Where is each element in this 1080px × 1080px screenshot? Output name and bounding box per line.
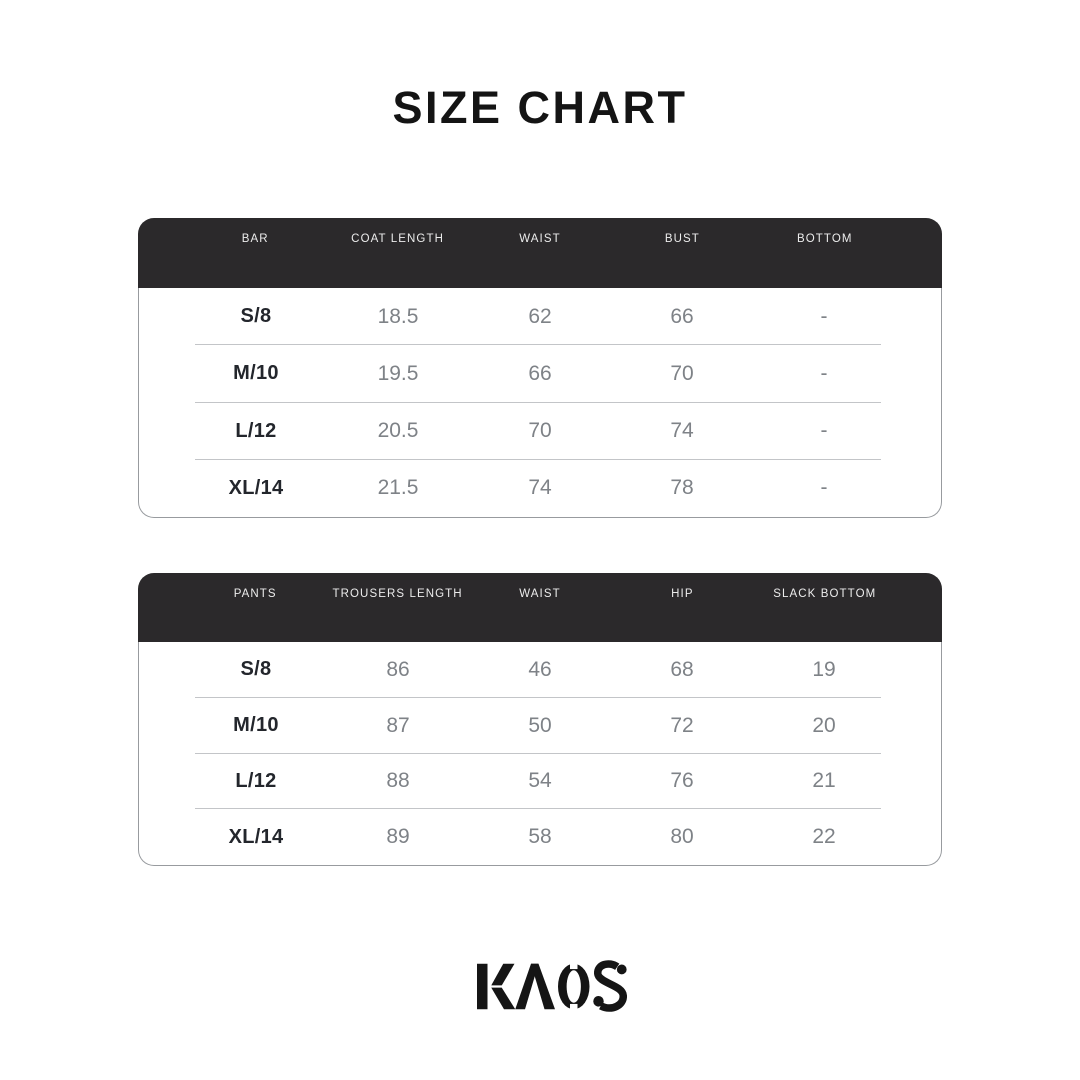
column-header-bottom: BOTTOM: [796, 233, 853, 245]
value-cell: 74: [670, 419, 694, 443]
value-cell: 62: [528, 304, 552, 328]
value-cell: 86: [386, 657, 410, 681]
table-row: S/8 86 46 68 19: [139, 642, 941, 698]
value-cell: 20: [812, 713, 836, 737]
value-cell: 70: [670, 361, 694, 385]
column-header-coat-length: COAT LENGTH: [351, 233, 444, 245]
value-cell: 80: [670, 825, 694, 849]
size-label: XL/14: [228, 476, 284, 499]
value-cell: 50: [528, 713, 552, 737]
value-cell: -: [820, 361, 828, 385]
value-cell: 54: [528, 769, 552, 793]
value-cell: 78: [670, 476, 694, 500]
column-header-trousers-length: TROUSERS LENGTH: [332, 588, 463, 600]
table-row: XL/14 89 58 80 22: [139, 809, 941, 865]
value-cell: 74: [528, 476, 552, 500]
value-cell: 58: [528, 825, 552, 849]
column-header-pants: PANTS: [233, 588, 277, 600]
column-header-waist: WAIST: [519, 588, 561, 600]
pants-table-header: PANTS TROUSERS LENGTH WAIST HIP SLACK BO…: [138, 573, 942, 642]
value-cell: 19.5: [377, 361, 419, 385]
kaos-logo-icon: [477, 960, 627, 1012]
table-row: L/12 88 54 76 21: [139, 754, 941, 810]
value-cell: 21: [812, 769, 836, 793]
kaos-logo: [477, 960, 627, 1012]
value-cell: 20.5: [377, 419, 419, 443]
value-cell: 66: [528, 361, 552, 385]
column-header-waist: WAIST: [519, 233, 561, 245]
value-cell: 68: [670, 657, 694, 681]
size-label: S/8: [240, 658, 272, 681]
value-cell: 66: [670, 304, 694, 328]
size-label: XL/14: [228, 825, 284, 848]
size-label: S/8: [240, 305, 272, 328]
size-label: L/12: [235, 419, 277, 442]
value-cell: 22: [812, 825, 836, 849]
column-header-bar: BAR: [241, 233, 269, 245]
value-cell: 87: [386, 713, 410, 737]
size-label: L/12: [235, 769, 277, 792]
value-cell: 76: [670, 769, 694, 793]
pants-size-table: PANTS TROUSERS LENGTH WAIST HIP SLACK BO…: [138, 573, 942, 866]
value-cell: 88: [386, 769, 410, 793]
table-row: S/8 18.5 62 66 -: [139, 288, 941, 346]
size-label: M/10: [233, 714, 279, 737]
value-cell: 72: [670, 713, 694, 737]
column-header-hip: HIP: [671, 588, 694, 600]
value-cell: 89: [386, 825, 410, 849]
tops-table-body: S/8 18.5 62 66 - M/10 19.5 66 70 - L/12 …: [138, 288, 942, 518]
value-cell: -: [820, 304, 828, 328]
table-row: L/12 20.5 70 74 -: [139, 403, 941, 461]
table-row: XL/14 21.5 74 78 -: [139, 460, 941, 517]
tops-table-header: BAR COAT LENGTH WAIST BUST BOTTOM: [138, 218, 942, 288]
value-cell: 21.5: [377, 476, 419, 500]
tops-size-table: BAR COAT LENGTH WAIST BUST BOTTOM S/8 18…: [138, 218, 942, 518]
value-cell: -: [820, 476, 828, 500]
column-header-bust: BUST: [664, 233, 700, 245]
size-label: M/10: [233, 362, 279, 385]
page-title: SIZE CHART: [392, 82, 688, 133]
column-header-slack-bottom: SLACK BOTTOM: [773, 588, 877, 600]
pants-table-body: S/8 86 46 68 19 M/10 87 50 72 20 L/12 88…: [138, 642, 942, 866]
value-cell: 19: [812, 657, 836, 681]
value-cell: -: [820, 419, 828, 443]
value-cell: 18.5: [377, 304, 419, 328]
table-row: M/10 19.5 66 70 -: [139, 345, 941, 403]
value-cell: 46: [528, 657, 552, 681]
table-row: M/10 87 50 72 20: [139, 698, 941, 754]
value-cell: 70: [528, 419, 552, 443]
